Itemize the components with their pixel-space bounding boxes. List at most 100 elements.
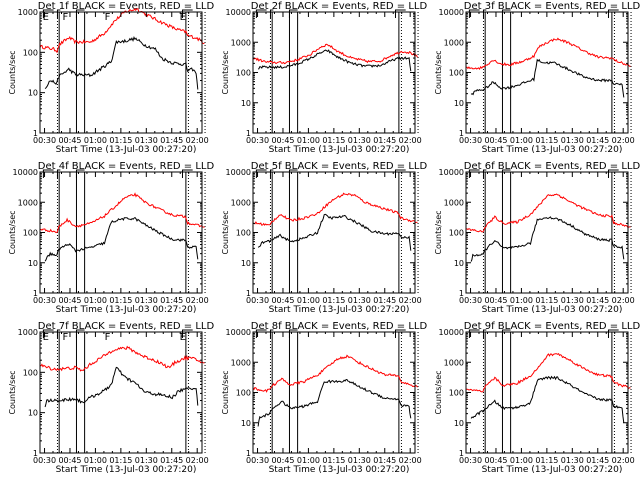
interval-bracket xyxy=(394,169,406,178)
x-tick-label: 01:30 xyxy=(135,296,158,305)
series-events xyxy=(44,366,199,408)
detector-panel-5: Det 5f BLACK = Events, RED = LLD 1 10 100 10… xyxy=(221,161,427,315)
x-tick-label: 01:00 xyxy=(510,136,533,145)
x-tick-label: 01:30 xyxy=(135,456,158,465)
x-tick-label: 00:30 xyxy=(459,296,482,305)
x-tick-label: 01:15 xyxy=(109,296,132,305)
x-tick-label: 01:15 xyxy=(322,136,345,145)
plot-frame xyxy=(465,331,629,454)
x-tick-label: 01:00 xyxy=(84,456,107,465)
x-tick-label: 01:45 xyxy=(373,296,396,305)
x-tick-label: 00:45 xyxy=(271,296,294,305)
x-tick-label: 00:45 xyxy=(58,296,81,305)
series-lld xyxy=(252,354,418,393)
x-tick-label: 02:00 xyxy=(186,136,209,145)
x-tick-label: 01:45 xyxy=(586,456,609,465)
interval-bracket xyxy=(394,9,406,18)
interval-bracket xyxy=(181,329,193,338)
interval-bracket xyxy=(468,329,480,338)
x-tick-label: 01:30 xyxy=(348,136,371,145)
x-axis-label: Start Time (13-Jul-03 00:27:20) xyxy=(482,465,623,475)
x-tick-label: 01:00 xyxy=(510,456,533,465)
detector-panel-2: Det 2f BLACK = Events, RED = LLD 1 10 100 10… xyxy=(221,1,427,155)
y-tick-label: 1000 xyxy=(444,358,464,367)
interval-bracket xyxy=(288,169,298,178)
y-tick-label: 1 xyxy=(459,289,464,298)
series-events xyxy=(470,375,625,423)
y-tick-label: 100 xyxy=(236,229,251,238)
x-tick-label: 01:00 xyxy=(297,296,320,305)
x-tick-label: 00:45 xyxy=(484,456,507,465)
x-tick-label: 01:45 xyxy=(160,136,183,145)
panel-title: Det 2f BLACK = Events, RED = LLD xyxy=(251,1,428,12)
y-tick-label: 10 xyxy=(241,419,251,428)
marker-e-label: E xyxy=(43,332,49,343)
panel-title: Det 8f BLACK = Events, RED = LLD xyxy=(251,321,428,332)
x-tick-label: 01:00 xyxy=(84,136,107,145)
y-tick-label: 10 xyxy=(454,259,464,268)
y-axis-label: Counts/sec xyxy=(8,370,17,414)
plot-frame xyxy=(252,11,416,134)
x-tick-label: 01:00 xyxy=(84,296,107,305)
y-tick-label: 10 xyxy=(241,259,251,268)
x-axis-label: Start Time (13-Jul-03 00:27:20) xyxy=(269,465,410,475)
x-tick-label: 01:30 xyxy=(348,456,371,465)
y-tick-label: 10000 xyxy=(226,168,251,177)
x-axis-label: Start Time (13-Jul-03 00:27:20) xyxy=(56,465,197,475)
series-lld xyxy=(39,345,205,372)
interval-bracket xyxy=(482,9,487,18)
x-tick-label: 00:30 xyxy=(33,296,56,305)
series-events xyxy=(257,213,412,251)
x-axis-label: Start Time (13-Jul-03 00:27:20) xyxy=(269,305,410,315)
y-tick-label: 1000 xyxy=(18,328,38,337)
interval-bracket xyxy=(394,329,406,338)
interval-bracket xyxy=(255,9,267,18)
interval-bracket xyxy=(75,169,85,178)
marker-f-label: F xyxy=(63,12,69,23)
detector-panel-4: Det 4f BLACK = Events, RED = LLD 1 10 100 10… xyxy=(8,161,214,315)
y-tick-label: 1 xyxy=(246,289,251,298)
interval-bracket xyxy=(501,169,511,178)
x-tick-label: 01:30 xyxy=(135,136,158,145)
x-tick-label: 00:45 xyxy=(58,136,81,145)
x-tick-label: 01:30 xyxy=(561,296,584,305)
y-tick-label: 1 xyxy=(33,129,38,138)
y-tick-label: 1000 xyxy=(18,198,38,207)
y-tick-label: 10000 xyxy=(226,8,251,17)
x-tick-label: 01:15 xyxy=(535,456,558,465)
series-lld xyxy=(39,8,205,54)
x-tick-label: 01:00 xyxy=(297,136,320,145)
panel-title: Det 9f BLACK = Events, RED = LLD xyxy=(464,321,640,332)
x-tick-label: 02:00 xyxy=(399,136,422,145)
x-tick-label: 02:00 xyxy=(612,456,635,465)
y-tick-label: 1000 xyxy=(444,198,464,207)
y-axis-label: Counts/sec xyxy=(434,50,443,94)
interval-bracket xyxy=(607,169,619,178)
x-tick-label: 02:00 xyxy=(186,296,209,305)
y-axis-label: Counts/sec xyxy=(221,370,230,414)
detector-panel-6: Det 6f BLACK = Events, RED = LLD 1 10 100 10… xyxy=(434,161,640,315)
y-tick-label: 1 xyxy=(33,449,38,458)
y-tick-label: 10 xyxy=(28,409,38,418)
panel-title: Det 4f BLACK = Events, RED = LLD xyxy=(38,161,215,172)
y-tick-label: 1 xyxy=(459,129,464,138)
y-tick-label: 100 xyxy=(236,389,251,398)
interval-bracket xyxy=(56,9,61,18)
series-events xyxy=(470,58,625,98)
y-axis-label: Counts/sec xyxy=(434,210,443,254)
x-tick-label: 01:00 xyxy=(297,456,320,465)
y-tick-label: 10 xyxy=(28,259,38,268)
y-tick-label: 1000 xyxy=(444,38,464,47)
interval-bracket xyxy=(288,329,298,338)
interval-bracket xyxy=(181,169,193,178)
y-axis-label: Counts/sec xyxy=(8,210,17,254)
interval-bracket xyxy=(75,9,85,18)
interval-bracket xyxy=(501,329,511,338)
x-tick-label: 01:15 xyxy=(109,136,132,145)
x-tick-label: 00:30 xyxy=(33,136,56,145)
y-axis-label: Counts/sec xyxy=(434,370,443,414)
x-axis-label: Start Time (13-Jul-03 00:27:20) xyxy=(482,305,623,315)
y-tick-label: 100 xyxy=(449,69,464,78)
series-lld xyxy=(465,193,631,233)
